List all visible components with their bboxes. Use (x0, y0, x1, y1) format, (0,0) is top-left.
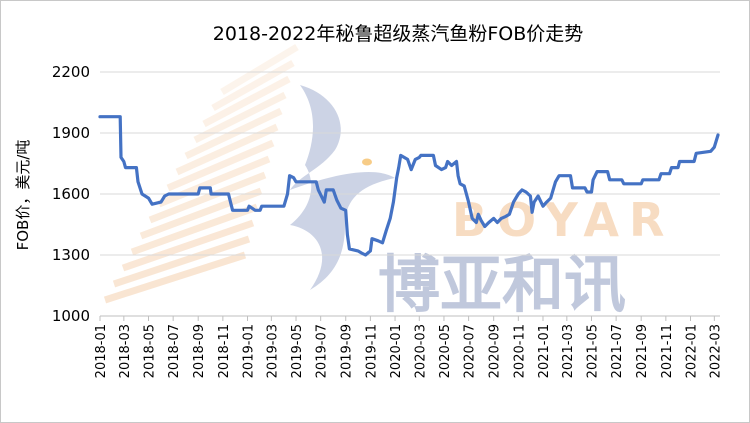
x-tick-label: 2021-11 (660, 324, 675, 378)
x-tick-label: 2021-05 (585, 324, 600, 378)
x-axis: 2018-01 2018-03 2018-05 2018-07 2018-09 2018-… (94, 315, 723, 378)
x-tick-label: 2019-11 (364, 324, 379, 378)
watermark-stripe (139, 187, 263, 240)
watermark-stripe (202, 75, 291, 128)
x-tick-label: 2022-01 (684, 324, 699, 378)
x-tick-label: 2019-09 (340, 324, 355, 378)
x-tick-label: 2020-03 (413, 324, 428, 378)
watermark-stripe (220, 43, 299, 96)
watermark-stripe (103, 251, 247, 304)
y-tick-label: 1000 (52, 307, 90, 325)
watermark-stripe (211, 59, 295, 112)
x-tick-label: 2022-03 (708, 324, 723, 378)
watermark-stripe (112, 235, 251, 288)
x-tick-label: 2021-01 (537, 324, 552, 378)
y-axis-ticks: 1000 1300 1600 1900 2200 (52, 63, 90, 325)
series-layer (98, 115, 720, 257)
watermark-eye (362, 158, 372, 166)
x-tick-label: 2020-05 (438, 324, 453, 378)
x-tick-label: 2019-03 (265, 324, 280, 378)
x-tick-label: 2018-11 (217, 324, 232, 378)
chart-title: 2018-2022年秘鲁超级蒸汽鱼粉FOB价走势 (213, 23, 583, 45)
x-tick-label: 2020-07 (463, 324, 478, 378)
watermark-stripe (148, 171, 267, 224)
x-tick-label: 2018-01 (94, 324, 109, 378)
x-tick-label: 2020-09 (488, 324, 503, 378)
x-tick-label: 2018-03 (118, 324, 133, 378)
x-tick-label: 2019-07 (315, 324, 330, 378)
y-axis-label: FOB价，美元/吨 (14, 140, 32, 251)
x-tick-label: 2019-01 (242, 324, 257, 378)
watermark-swirl-shape (290, 85, 395, 290)
y-tick-label: 1600 (52, 185, 90, 203)
x-tick-label: 2018-09 (192, 324, 207, 378)
watermark-stripe (157, 155, 271, 208)
y-tick-label: 2200 (52, 63, 90, 81)
watermark-stripe (166, 139, 275, 192)
watermark-brand-cn: 博亚和讯 (378, 248, 626, 321)
x-tick-label: 2018-07 (167, 324, 182, 378)
watermark-stripe (175, 123, 279, 176)
y-tick-label: 1900 (52, 124, 90, 142)
watermark-brand-en: BOYAR (452, 193, 674, 247)
x-tick-label: 2020-01 (389, 324, 404, 378)
x-tick-label: 2021-09 (635, 324, 650, 378)
x-tick-label: 2018-05 (143, 324, 158, 378)
y-tick-label: 1300 (52, 246, 90, 264)
x-tick-label: 2021-03 (561, 324, 576, 378)
x-tick-label: 2021-07 (610, 324, 625, 378)
x-tick-label: 2019-05 (290, 324, 305, 378)
watermark-stripe (121, 219, 255, 272)
x-tick-label: 2020-11 (512, 324, 527, 378)
watermark-stripe (130, 203, 259, 256)
series-line-fob-price (98, 115, 720, 257)
